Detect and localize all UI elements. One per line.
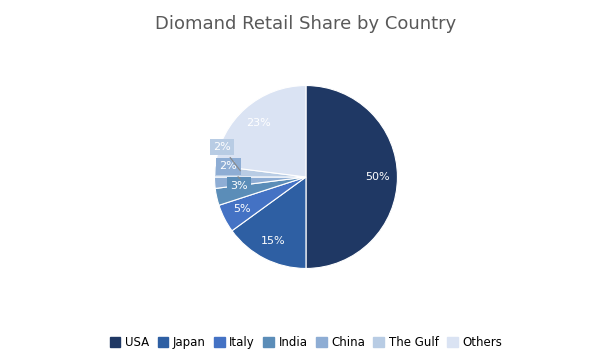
Wedge shape xyxy=(215,177,306,205)
Text: 3%: 3% xyxy=(0,353,1,354)
Text: 5%: 5% xyxy=(233,204,251,215)
Title: Diomand Retail Share by Country: Diomand Retail Share by Country xyxy=(155,15,457,33)
Wedge shape xyxy=(232,177,306,268)
Wedge shape xyxy=(214,177,306,188)
Wedge shape xyxy=(306,86,398,268)
Text: 23%: 23% xyxy=(247,119,271,129)
Wedge shape xyxy=(215,86,306,177)
Text: 2%: 2% xyxy=(213,142,241,171)
Wedge shape xyxy=(214,166,306,177)
Text: 15%: 15% xyxy=(261,235,286,246)
Text: 3%: 3% xyxy=(230,181,248,190)
Text: 2%: 2% xyxy=(0,353,1,354)
Text: 2%: 2% xyxy=(0,353,1,354)
Legend: USA, Japan, Italy, India, China, The Gulf, Others: USA, Japan, Italy, India, China, The Gul… xyxy=(105,332,507,354)
Wedge shape xyxy=(219,177,306,231)
Text: 50%: 50% xyxy=(365,172,390,182)
Text: 2%: 2% xyxy=(220,161,240,179)
